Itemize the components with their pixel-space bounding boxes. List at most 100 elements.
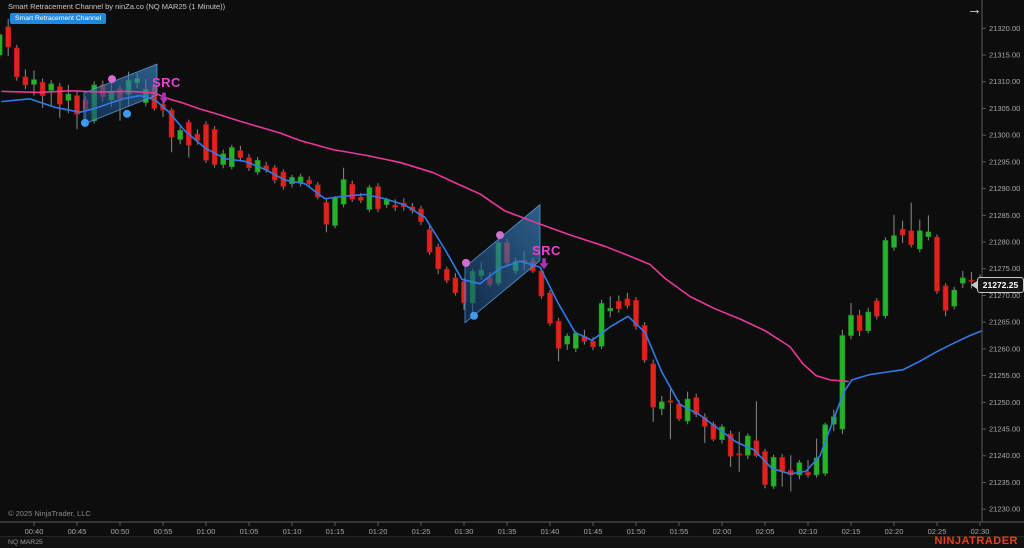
src-channel [83,63,158,125]
ma-line-fast [1,94,982,475]
candle [297,176,304,183]
candle [873,300,880,317]
price-axis-label: 21275.00 [989,264,1020,273]
candle [211,128,218,165]
time-axis-label: 02:25 [928,527,947,536]
candle [572,333,579,349]
candle [641,325,648,361]
price-axis-label: 21240.00 [989,451,1020,460]
ma-line-slow [1,90,849,383]
candle [39,81,46,96]
jump-to-latest-arrow-icon[interactable]: → [967,1,982,18]
time-axis-label: 02:20 [885,527,904,536]
candle [426,229,433,253]
time-axis-label: 01:35 [498,527,517,536]
candle [48,83,55,91]
last-price-badge-tip [971,281,977,289]
candle [908,230,915,246]
price-axis-label: 21295.00 [989,157,1020,166]
candle [762,451,768,485]
price-axis-label: 21305.00 [989,104,1020,113]
candle [959,277,966,284]
time-axis-label: 01:45 [584,527,603,536]
price-axis-label: 21285.00 [989,211,1020,220]
time-axis-label: 01:10 [283,527,302,536]
candle [805,472,811,476]
candle [323,202,330,225]
candle [779,457,786,472]
time-axis-label: 00:50 [111,527,130,536]
time-axis-label: 01:25 [412,527,431,536]
candle [74,95,80,115]
candle [693,397,700,415]
candle [392,204,399,208]
candle [633,299,639,327]
price-axis-label: 21255.00 [989,371,1020,380]
indicator-button[interactable]: Smart Retracement Channel [10,13,107,24]
time-axis-label: 00:55 [154,527,173,536]
candle [934,236,940,292]
candle [590,341,596,348]
time-axis-label: 02:00 [713,527,732,536]
candle [349,184,356,200]
time-axis-label: 01:50 [627,527,646,536]
ninjatrader-logo: NINJATRADER [934,535,1018,547]
price-axis-label: 21300.00 [989,131,1020,140]
time-axis-label: 02:15 [842,527,861,536]
price-axis[interactable]: 21320.00 21315.00 21310.00 21305.00 21300.00… [982,24,1020,514]
candle [340,179,347,205]
candle [14,47,20,78]
candle [658,401,665,410]
time-axis-label: 01:20 [369,527,388,536]
time-axis-label: 01:55 [670,527,689,536]
candle [435,246,442,270]
candle [822,424,829,474]
price-axis-label: 21310.00 [989,77,1020,86]
candle [65,93,72,101]
time-axis[interactable]: 00:40 00:45 00:50 00:55 01:00 01:05 01:10 01:15… [25,522,990,536]
candle [813,457,820,476]
time-axis-label: 00:40 [25,527,44,536]
candle [667,400,674,403]
copyright-label: © 2025 NinjaTrader, LLC [8,509,91,518]
candle [366,187,373,210]
candle [237,150,244,158]
price-axis-label: 21270.00 [989,291,1020,300]
candle [564,335,571,345]
price-axis-label: 21230.00 [989,505,1020,514]
candle [452,277,459,294]
candle [856,314,863,332]
time-axis-label: 02:10 [799,527,818,536]
candle [357,196,364,201]
time-axis-label: 02:05 [756,527,775,536]
candle [598,303,605,347]
chart-title: Smart Retracement Channel by ninZa.co (N… [8,2,226,11]
swing-dot-pink [108,75,116,84]
candle [882,240,889,317]
candle [736,453,743,456]
signal-down-arrow-icon [159,92,169,104]
price-axis-label: 21245.00 [989,425,1020,434]
time-axis-label: 01:00 [197,527,216,536]
swing-dot-blue [470,311,478,320]
candle [306,179,313,185]
src-label: SRC [152,75,181,90]
time-axis-label: 02:30 [971,527,990,536]
candle [650,363,657,408]
candle [229,147,235,167]
candle [168,109,175,138]
last-price-badge: 21272.25 [977,277,1024,293]
time-axis-label: 01:40 [541,527,560,536]
plot-area[interactable]: SRC SRC [0,18,983,492]
candle [555,320,562,349]
candle [770,457,777,487]
candle [727,433,734,457]
candle [796,462,803,476]
candle [753,440,760,457]
candle [891,235,897,248]
instrument-tab[interactable]: NQ MAR25 [8,539,43,546]
swing-dot-blue [81,118,89,127]
candle [951,289,958,307]
